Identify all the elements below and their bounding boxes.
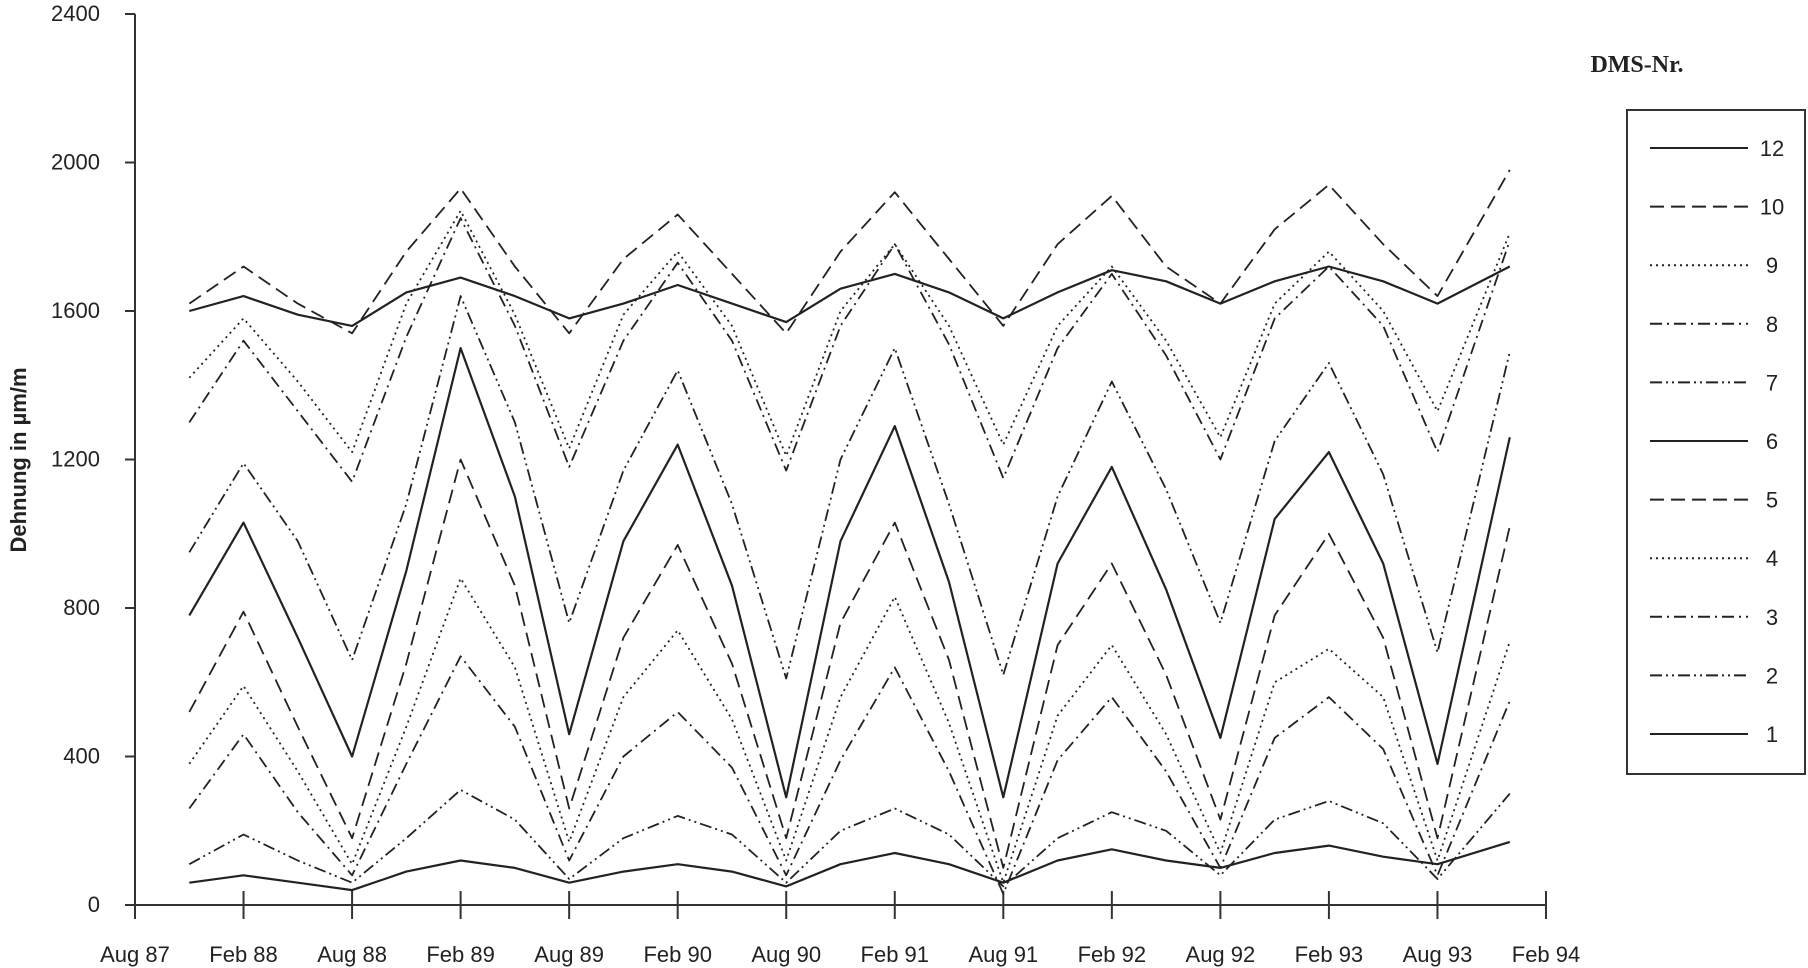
y-tick-label: 1200 [51, 447, 100, 472]
y-axis-title: Dehnung in µm/m [6, 367, 31, 552]
x-tick-label: Feb 94 [1512, 942, 1581, 967]
x-tick-label: Aug 91 [968, 942, 1038, 967]
legend-label-7: 7 [1766, 370, 1778, 395]
x-tick-label: Aug 92 [1186, 942, 1256, 967]
y-tick-label: 2400 [51, 1, 100, 26]
x-tick-label: Aug 88 [317, 942, 387, 967]
series-line-3 [188, 655, 1511, 895]
x-tick-label: Feb 92 [1078, 942, 1147, 967]
legend-label-8: 8 [1766, 312, 1778, 337]
y-tick-label: 1600 [51, 298, 100, 323]
x-tick-label: Feb 89 [426, 942, 495, 967]
series-line-12 [189, 265, 1511, 327]
x-tick-label: Aug 87 [100, 942, 170, 967]
series-lines [188, 169, 1511, 895]
series-line-10 [188, 169, 1511, 335]
y-axis: 0 400 800 1200 1600 2000 2400 Dehnung in µm/m [6, 1, 136, 917]
legend-label-5: 5 [1766, 488, 1778, 513]
series-line-8 [188, 217, 1511, 483]
legend-label-10: 10 [1760, 195, 1784, 220]
legend-label-12: 12 [1760, 136, 1784, 161]
series-line-7 [188, 295, 1511, 680]
x-axis: Aug 87 Feb 88 Aug 88 Feb 89 Aug 89 Feb 90 Aug … [100, 891, 1580, 967]
legend-label-2: 2 [1766, 663, 1778, 688]
series-line-4 [188, 577, 1511, 884]
legend: DMS-Nr. 12 10 9 8 7 6 5 4 3 2 1 [1590, 52, 1806, 775]
legend-label-4: 4 [1766, 546, 1778, 571]
x-tick-label: Aug 89 [534, 942, 604, 967]
y-tick-label: 400 [63, 744, 100, 769]
x-tick-label: Feb 88 [209, 942, 278, 967]
x-tick-label: Feb 93 [1295, 942, 1364, 967]
series-line-2 [188, 789, 1511, 888]
legend-label-1: 1 [1766, 722, 1778, 747]
legend-title: DMS-Nr. [1590, 52, 1683, 78]
x-tick-label: Aug 93 [1403, 942, 1473, 967]
legend-label-9: 9 [1766, 253, 1778, 278]
y-tick-label: 800 [63, 595, 100, 620]
x-tick-label: Aug 90 [751, 942, 821, 967]
x-tick-label: Feb 91 [861, 942, 930, 967]
legend-label-3: 3 [1766, 605, 1778, 630]
legend-label-6: 6 [1766, 429, 1778, 454]
y-tick-label: 0 [88, 892, 100, 917]
series-line-5 [188, 458, 1511, 869]
y-tick-label: 2000 [51, 150, 100, 175]
series-line-6 [188, 347, 1511, 799]
legend-box [1626, 109, 1806, 775]
series-line-1 [189, 840, 1511, 892]
x-tick-label: Feb 90 [643, 942, 712, 967]
series-line-9 [188, 209, 1511, 457]
